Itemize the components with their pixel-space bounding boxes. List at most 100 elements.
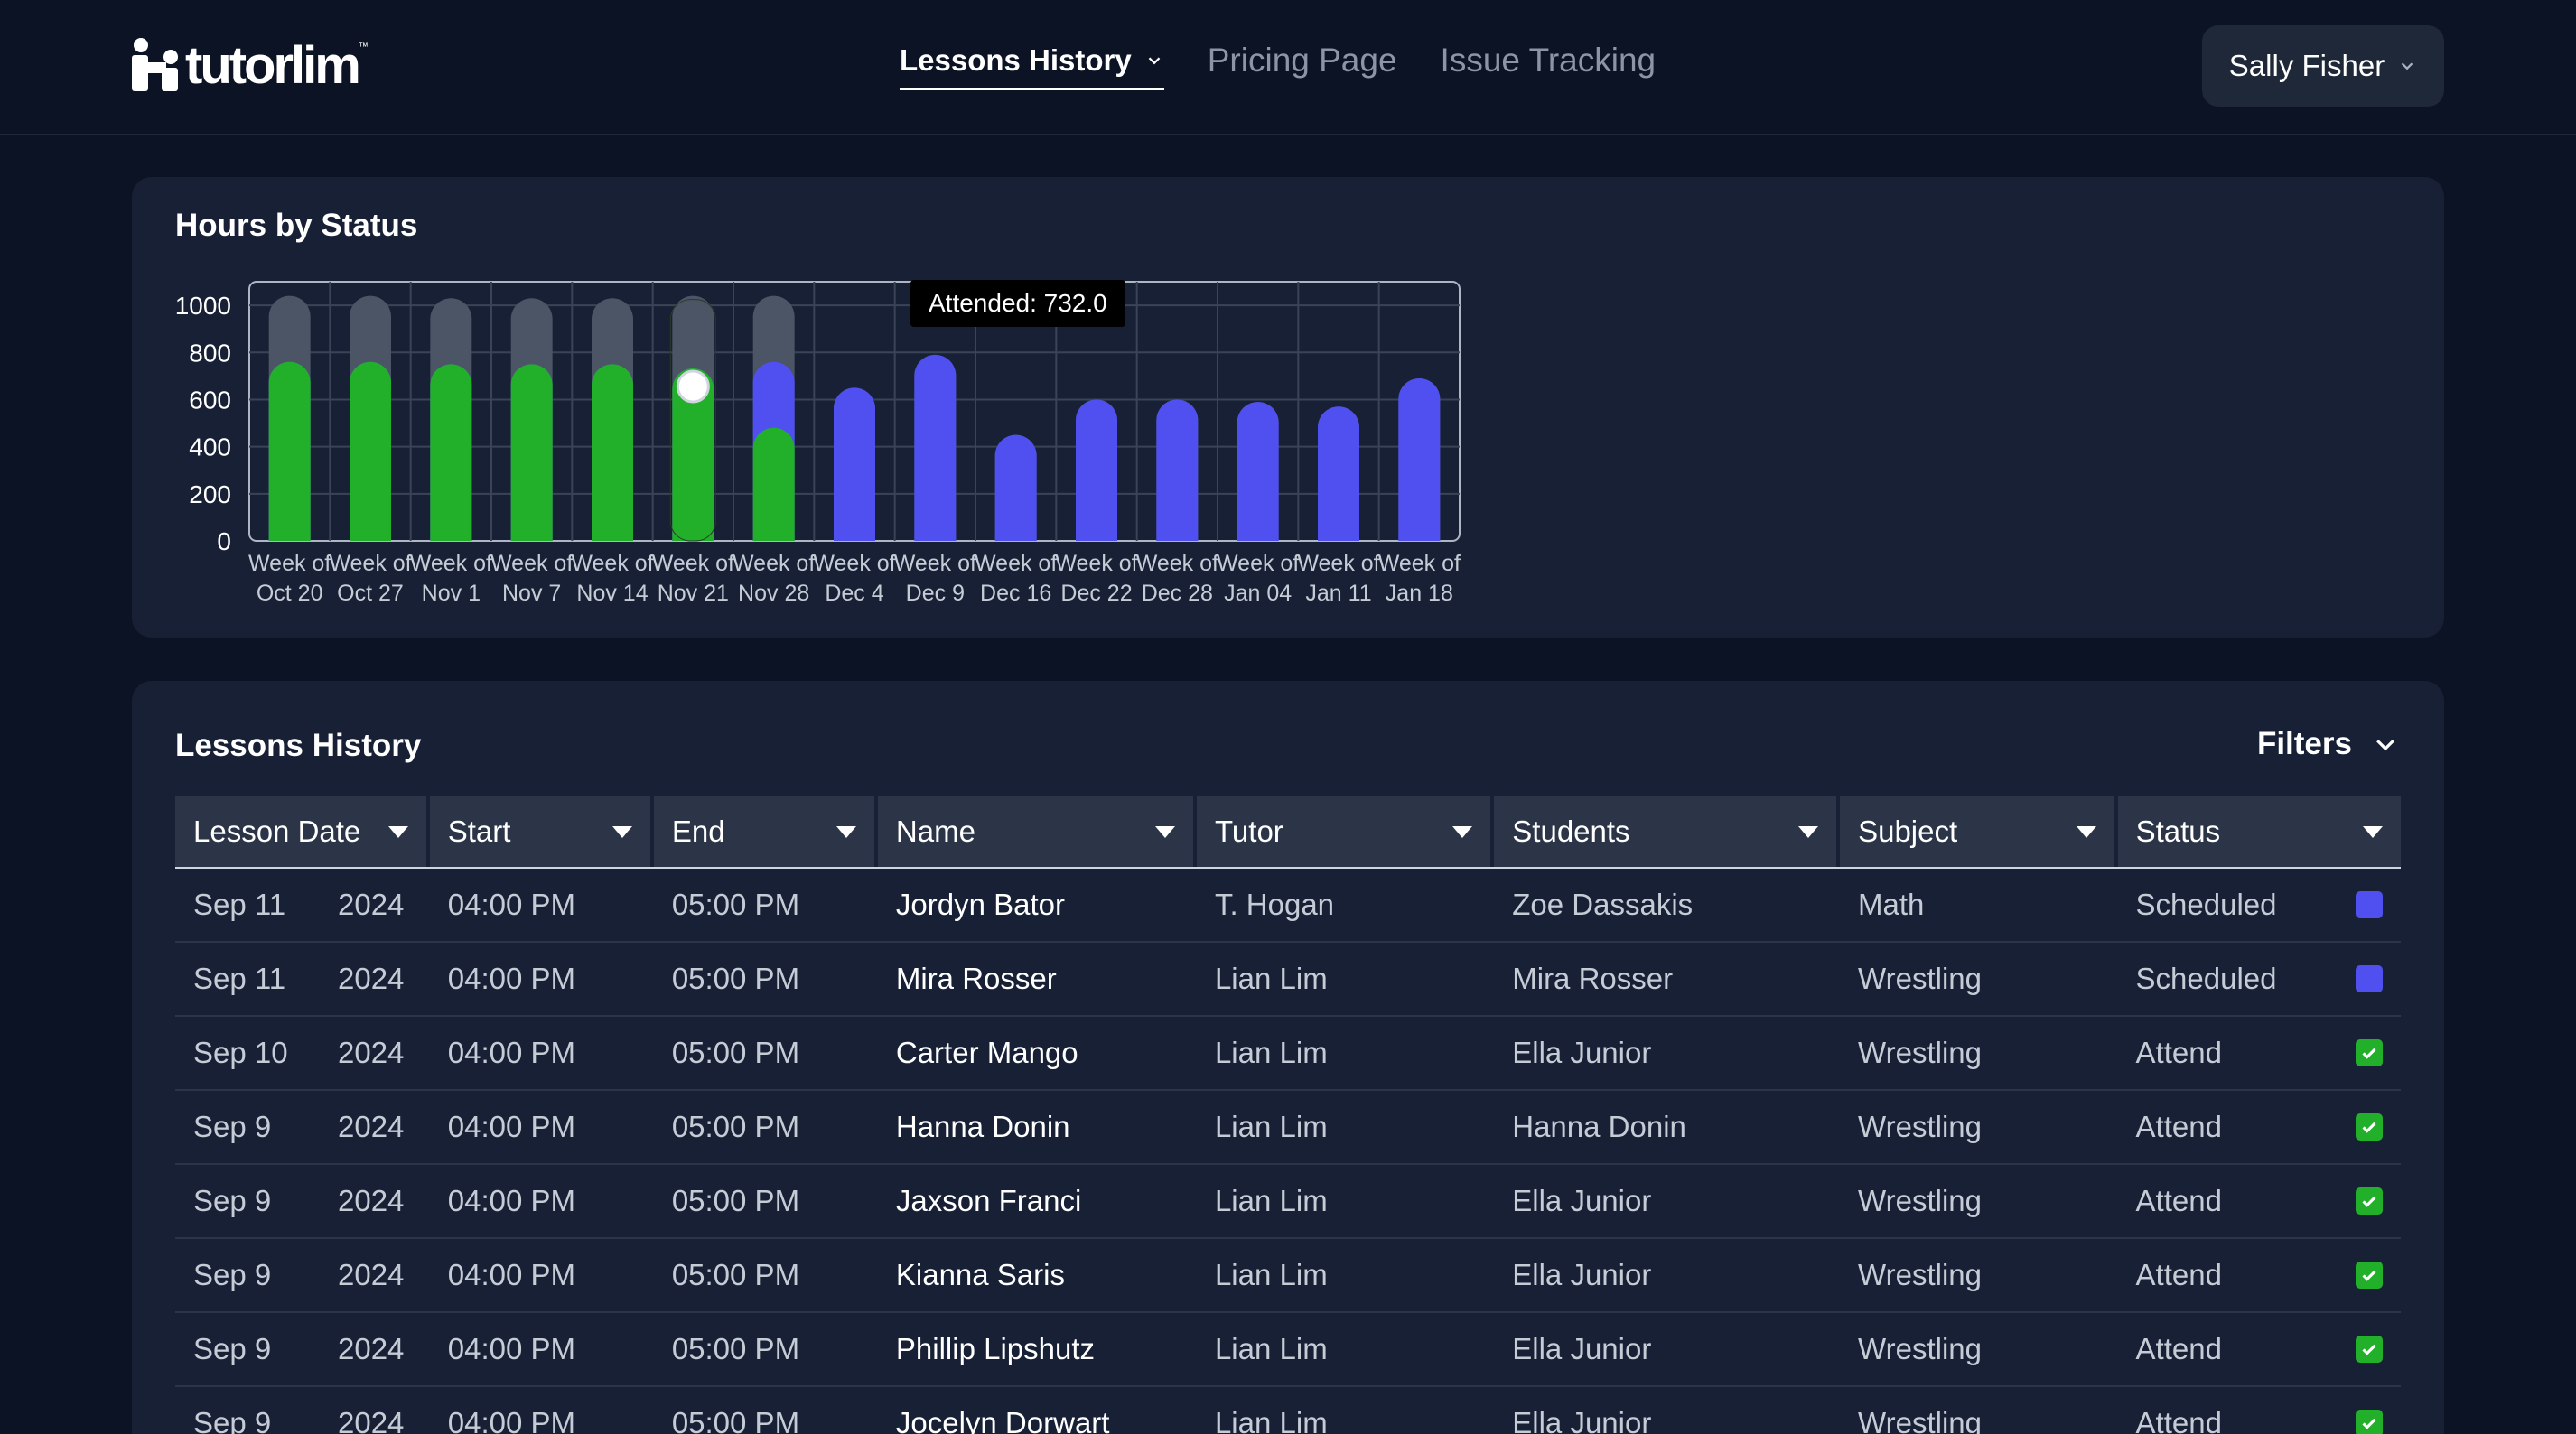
cell-name: Phillip Lipshutz bbox=[895, 1332, 1095, 1365]
column-header-tutor[interactable]: Tutor bbox=[1196, 796, 1491, 867]
cell-subject: Wrestling bbox=[1858, 1036, 1982, 1069]
y-tick-label: 600 bbox=[189, 386, 231, 414]
sort-dropdown-icon[interactable] bbox=[1452, 825, 1473, 838]
bar-stack bbox=[1237, 402, 1279, 541]
cell-students: Ella Junior bbox=[1512, 1406, 1652, 1434]
checkbox-checked-icon[interactable] bbox=[2356, 1187, 2383, 1215]
x-tick-label: Dec 22 bbox=[1060, 581, 1132, 606]
table-row[interactable]: Sep 11 2024 04:00 PM 05:00 PM Jordyn Bator T.… bbox=[175, 869, 2401, 943]
cell-status: Attend bbox=[2118, 1110, 2401, 1144]
cell-end: 05:00 PM bbox=[671, 1184, 800, 1217]
column-header-start[interactable]: Start bbox=[429, 796, 650, 867]
sort-dropdown-icon[interactable] bbox=[1154, 825, 1175, 838]
x-tick-label: Week of bbox=[248, 551, 331, 576]
bar-stack bbox=[752, 295, 795, 541]
cell-start: 04:00 PM bbox=[447, 1332, 575, 1365]
x-tick-label: Nov 7 bbox=[502, 581, 561, 606]
bar-attended bbox=[672, 368, 714, 541]
cell-start: 04:00 PM bbox=[447, 1258, 575, 1291]
cell-end: 05:00 PM bbox=[671, 962, 800, 995]
x-tick-label: Week of bbox=[410, 551, 492, 576]
hours-by-status-panel: Hours by Status 0 200 400 600 800 1000 Week of… bbox=[132, 177, 2444, 638]
column-header-status[interactable]: Status bbox=[2117, 796, 2402, 867]
status-scheduled-swatch[interactable] bbox=[2356, 891, 2383, 918]
sort-dropdown-icon[interactable] bbox=[835, 825, 856, 838]
x-tick-label: Nov 1 bbox=[422, 581, 481, 606]
column-header-label: Students bbox=[1512, 815, 1630, 848]
cell-lesson-date: Sep 9 2024 bbox=[175, 1110, 430, 1144]
bar-scheduled bbox=[994, 434, 1037, 541]
table-row[interactable]: Sep 9 2024 04:00 PM 05:00 PM Kianna Saris Lia… bbox=[175, 1239, 2401, 1313]
checkbox-checked-icon[interactable] bbox=[2356, 1336, 2383, 1363]
chevron-down-icon bbox=[1148, 57, 1161, 65]
bar-stack bbox=[1156, 399, 1199, 541]
x-tick-label: Dec 16 bbox=[980, 581, 1051, 606]
column-header-label: Name bbox=[895, 815, 975, 848]
bar-stack bbox=[1318, 406, 1359, 541]
cell-subject: Wrestling bbox=[1858, 1332, 1982, 1365]
x-tick-label: Week of bbox=[813, 551, 895, 576]
column-header-end[interactable]: End bbox=[653, 796, 874, 867]
cell-name: Carter Mango bbox=[895, 1036, 1078, 1069]
nav-pricing-page[interactable]: Pricing Page bbox=[1207, 42, 1397, 79]
cell-status-label: Scheduled bbox=[2135, 888, 2277, 921]
nav-lessons-history[interactable]: Lessons History bbox=[900, 43, 1164, 90]
table-row[interactable]: Sep 9 2024 04:00 PM 05:00 PM Hanna Donin Lian… bbox=[175, 1091, 2401, 1165]
cell-status: Scheduled bbox=[2118, 888, 2401, 922]
y-tick-label: 0 bbox=[217, 527, 231, 555]
y-tick-label: 200 bbox=[189, 480, 231, 508]
cell-start: 04:00 PM bbox=[447, 1184, 575, 1217]
cell-date-year: 2024 bbox=[338, 1406, 405, 1434]
cell-subject: Wrestling bbox=[1858, 1406, 1982, 1434]
table-row[interactable]: Sep 9 2024 04:00 PM 05:00 PM Jocelyn Dorwart… bbox=[175, 1387, 2401, 1434]
sort-dropdown-icon[interactable] bbox=[1798, 825, 1819, 838]
column-header-subject[interactable]: Subject bbox=[1840, 796, 2114, 867]
filters-toggle[interactable]: Filters bbox=[2257, 726, 2399, 762]
checkbox-checked-icon[interactable] bbox=[2356, 1039, 2383, 1066]
bar-stack bbox=[834, 387, 875, 541]
cell-date-day: Sep 11 bbox=[193, 962, 286, 995]
filters-label: Filters bbox=[2256, 726, 2352, 761]
column-header-name[interactable]: Name bbox=[877, 796, 1193, 867]
bar-scheduled bbox=[1076, 399, 1117, 541]
cell-students: Ella Junior bbox=[1512, 1036, 1652, 1069]
nav-issue-tracking[interactable]: Issue Tracking bbox=[1440, 42, 1657, 79]
column-header-students[interactable]: Students bbox=[1494, 796, 1837, 867]
lessons-history-panel: Lessons History Filters Lesson Date Start… bbox=[132, 681, 2444, 1434]
checkbox-checked-icon[interactable] bbox=[2356, 1262, 2383, 1289]
x-tick-label: Jan 18 bbox=[1386, 581, 1453, 606]
sort-dropdown-icon[interactable] bbox=[387, 825, 408, 838]
sort-dropdown-icon[interactable] bbox=[611, 825, 632, 838]
checkbox-checked-icon[interactable] bbox=[2356, 1113, 2383, 1141]
cell-tutor: T. Hogan bbox=[1214, 888, 1335, 921]
cell-date-year: 2024 bbox=[338, 1332, 405, 1365]
column-header-lesson-date[interactable]: Lesson Date bbox=[175, 796, 426, 867]
status-scheduled-swatch[interactable] bbox=[2356, 965, 2383, 992]
bar-stack bbox=[350, 295, 391, 541]
table-row[interactable]: Sep 9 2024 04:00 PM 05:00 PM Jaxson Franci Li… bbox=[175, 1165, 2401, 1239]
cell-name: Mira Rosser bbox=[895, 962, 1057, 995]
cell-end: 05:00 PM bbox=[671, 1406, 800, 1434]
table-row[interactable]: Sep 9 2024 04:00 PM 05:00 PM Phillip Lipshut… bbox=[175, 1313, 2401, 1387]
user-menu-button[interactable]: Sally Fisher bbox=[2202, 25, 2444, 107]
sort-dropdown-icon[interactable] bbox=[2076, 825, 2096, 838]
cell-lesson-date: Sep 10 2024 bbox=[175, 1036, 430, 1070]
cell-date-year: 2024 bbox=[338, 1110, 405, 1143]
cell-status: Attend bbox=[2118, 1258, 2401, 1292]
cell-date-day: Sep 10 bbox=[193, 1036, 288, 1069]
checkbox-checked-icon[interactable] bbox=[2356, 1410, 2383, 1434]
table-row[interactable]: Sep 11 2024 04:00 PM 05:00 PM Mira Rosser Lia… bbox=[175, 943, 2401, 1017]
cell-status: Attend bbox=[2118, 1406, 2401, 1434]
x-tick-label: Week of bbox=[571, 551, 653, 576]
lessons-table: Lesson Date Start End Name Tutor Students Subj… bbox=[175, 796, 2402, 1434]
cell-lesson-date: Sep 9 2024 bbox=[175, 1184, 430, 1218]
y-tick-label: 800 bbox=[189, 339, 231, 367]
bar-stack bbox=[1076, 399, 1117, 541]
table-row[interactable]: Sep 10 2024 04:00 PM 05:00 PM Carter Mango Li… bbox=[175, 1017, 2401, 1091]
brand-logo[interactable]: tutorlim ™ bbox=[129, 36, 369, 95]
table-body: Sep 11 2024 04:00 PM 05:00 PM Jordyn Bator T.… bbox=[175, 869, 2401, 1434]
y-tick-label: 1000 bbox=[175, 292, 231, 320]
bar-stack bbox=[914, 354, 957, 541]
bar-highlight bbox=[669, 299, 716, 542]
sort-dropdown-icon[interactable] bbox=[2363, 825, 2384, 838]
